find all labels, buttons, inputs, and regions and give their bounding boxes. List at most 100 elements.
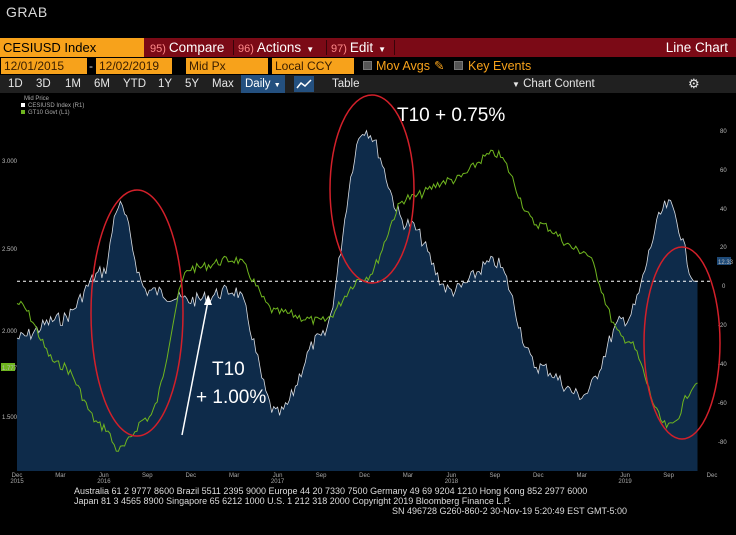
menu-bar: CESIUSD Index 95) Compare 96) Actions ▼ 97)…: [0, 38, 736, 57]
mov-avgs-checkbox[interactable]: [363, 61, 372, 70]
window-title-bar: GRAB: [0, 0, 736, 38]
left-tick: 1.500: [2, 415, 18, 421]
highlight-ellipse: [90, 189, 184, 437]
chart-legend: Mid Price CESIUSD Index (R1) GT10 Govt (…: [21, 96, 84, 116]
right-tick: -20: [718, 323, 727, 329]
rally-arrow: [181, 300, 209, 436]
cesi-line: [16, 129, 698, 416]
chevron-down-icon: ▼: [378, 45, 387, 54]
price-field-select[interactable]: Mid Px: [186, 58, 268, 74]
legend-title: Mid Price: [24, 96, 50, 102]
x-tick-label: 2018: [445, 479, 459, 485]
period-toolbar: 1D 3D 1M 6M YTD 1Y 5Y Max Daily ▼ Table …: [0, 75, 736, 93]
currency-select[interactable]: Local CCY: [272, 58, 354, 74]
line-chart: Mid Price CESIUSD Index (R1) GT10 Govt (…: [1, 94, 734, 516]
edit-label: Edit: [349, 40, 374, 55]
frequency-label: Daily: [245, 78, 271, 90]
compare-shortcut: 95): [150, 43, 166, 55]
x-tick-label: Dec: [707, 473, 718, 479]
period-ytd[interactable]: YTD: [123, 78, 146, 90]
mov-avgs-label: Mov Avgs: [376, 59, 430, 73]
view-type-label: Line Chart: [665, 40, 728, 55]
gear-icon[interactable]: ⚙: [688, 76, 700, 91]
footer: Australia 61 2 9777 8600 Brazil 5511 239…: [74, 486, 627, 516]
highlight-ellipse: [329, 94, 415, 284]
legend-swatch-gt10: [21, 110, 25, 114]
left-tick: 2.000: [2, 329, 18, 335]
right-tick: 60: [720, 168, 727, 174]
right-tick: 20: [720, 245, 727, 251]
period-1d[interactable]: 1D: [8, 78, 23, 90]
left-axis: 3.000 2.500 2.000 1.500 1.777: [1, 159, 18, 421]
x-tick-label: 2016: [97, 479, 111, 485]
chevron-down-icon: ▼: [273, 82, 281, 89]
x-tick-label: Dec: [12, 473, 23, 479]
period-3d[interactable]: 3D: [36, 78, 51, 90]
footer-line2: Japan 81 3 4565 8900 Singapore 65 6212 1…: [74, 496, 511, 506]
period-1y[interactable]: 1Y: [158, 78, 173, 90]
x-tick-label: Sep: [489, 473, 500, 479]
end-date-field[interactable]: 12/02/2019: [96, 58, 172, 74]
arrow-head-icon: [204, 295, 212, 305]
x-tick-label: Mar: [229, 473, 239, 479]
annotation-rally-line2: + 1.00%: [196, 387, 266, 408]
right-tick: 40: [720, 207, 727, 213]
right-tick: 80: [720, 129, 727, 135]
legend-swatch-cesi: [21, 103, 25, 107]
compare-label: Compare: [168, 40, 225, 55]
x-tick-label: Mar: [577, 473, 587, 479]
x-tick-label: Mar: [403, 473, 413, 479]
x-tick-label: 2017: [271, 479, 285, 485]
window-title: GRAB: [6, 4, 48, 20]
chart-content-button[interactable]: ▼ Chart Content: [512, 75, 595, 93]
highlight-ellipse: [643, 246, 721, 440]
line-chart-icon: [296, 79, 312, 89]
x-tick-label: 2015: [10, 479, 24, 485]
last-value-gt10: 1.777: [2, 366, 18, 372]
key-events-checkbox[interactable]: [454, 61, 463, 70]
annotation-peak1: T10 + 0.75%: [397, 105, 505, 126]
compare-menu[interactable]: 95) Compare: [150, 38, 224, 57]
footer-line1: Australia 61 2 9777 8600 Brazil 5511 239…: [74, 486, 587, 496]
x-tick-label: Sep: [316, 473, 327, 479]
legend-cesi: CESIUSD Index (R1): [28, 103, 84, 109]
last-value-badge-gt10: [1, 363, 15, 371]
x-tick-label: Jun: [99, 473, 109, 479]
x-tick-label: 2019: [618, 479, 632, 485]
left-tick: 3.000: [2, 159, 18, 165]
right-tick: -80: [718, 440, 727, 446]
footer-line3: SN 496728 G260-860-2 30-Nov-19 5:20:49 E…: [392, 506, 627, 516]
table-button[interactable]: Table: [332, 78, 360, 90]
period-1m[interactable]: 1M: [65, 78, 81, 90]
line-chart-type-button[interactable]: [294, 76, 314, 92]
ticker-field[interactable]: CESIUSD Index: [0, 38, 144, 57]
x-tick-label: Dec: [359, 473, 370, 479]
edit-shortcut: 97): [331, 43, 347, 55]
legend-gt10: GT10 Govt (L1): [28, 110, 70, 116]
start-date-field[interactable]: 12/01/2015: [1, 58, 87, 74]
x-tick-label: Jun: [620, 473, 630, 479]
annotation-rally-line1: T10: [212, 359, 245, 380]
parameter-bar: 12/01/2015 - 12/02/2019 Mid Px Local CCY…: [0, 57, 736, 75]
chart-area: Mid Price CESIUSD Index (R1) GT10 Govt (…: [0, 93, 736, 530]
right-tick: -60: [718, 401, 727, 407]
frequency-select[interactable]: Daily ▼: [241, 75, 285, 93]
actions-menu[interactable]: 96) Actions ▼: [238, 38, 314, 57]
x-tick-label: Jun: [447, 473, 457, 479]
period-6m[interactable]: 6M: [94, 78, 110, 90]
actions-shortcut: 96): [238, 43, 254, 55]
x-tick-label: Sep: [663, 473, 674, 479]
right-tick: -40: [718, 362, 727, 368]
actions-label: Actions: [256, 40, 302, 55]
right-axis: 80 60 40 20 0 -20 -40 -60 -80 12.33: [717, 129, 734, 446]
period-5y[interactable]: 5Y: [185, 78, 200, 90]
left-tick: 2.500: [2, 247, 18, 253]
pencil-icon[interactable]: ✎: [434, 59, 445, 73]
chevron-down-icon: ▼: [306, 45, 315, 54]
last-value-cesi: 12.33: [718, 260, 734, 266]
period-max[interactable]: Max: [212, 78, 234, 90]
chart-content-label: Chart Content: [523, 78, 595, 90]
edit-menu[interactable]: 97) Edit ▼: [331, 38, 386, 57]
annotations: T10 + 0.75% T10 + 1.00%: [90, 94, 721, 440]
plot-layer: [16, 129, 712, 471]
